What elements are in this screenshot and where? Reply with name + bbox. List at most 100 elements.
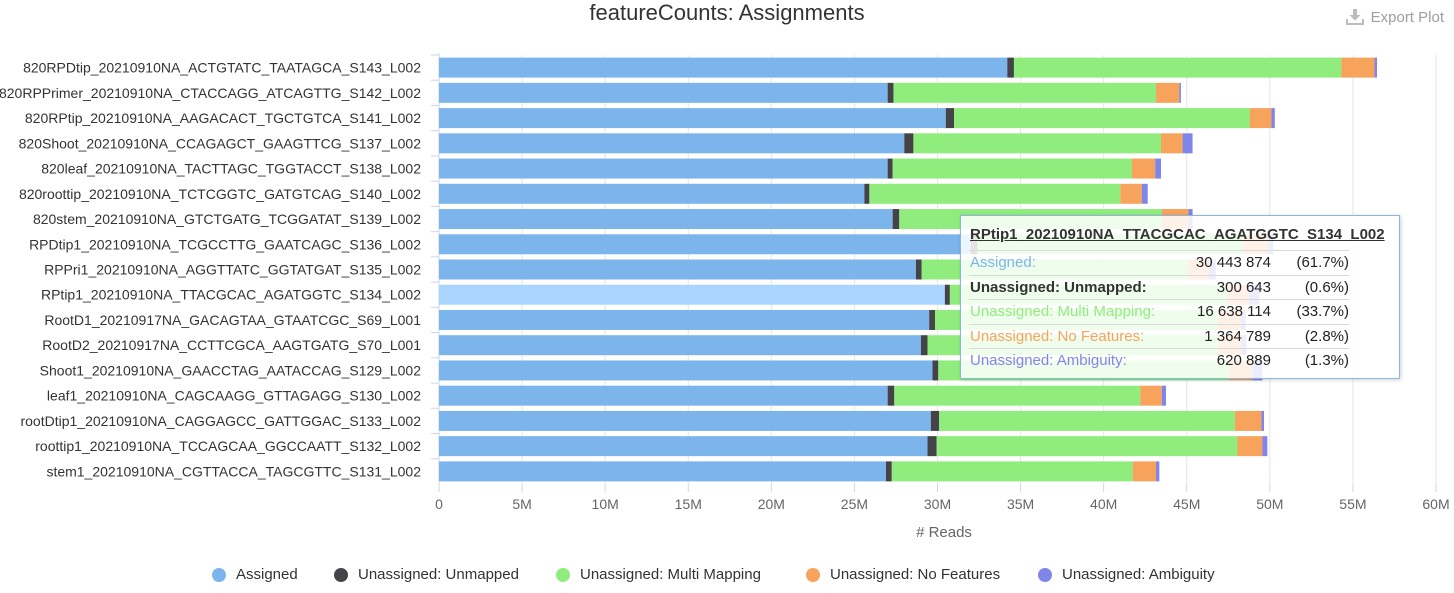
tooltip-series-name: Unassigned: No Features: xyxy=(970,327,1145,345)
bar-segment-assigned[interactable] xyxy=(439,234,971,255)
bar-segment-ambig[interactable] xyxy=(1271,108,1275,129)
bar-segment-multi[interactable] xyxy=(936,436,1238,457)
tooltip-row: Unassigned: Ambiguity: 620 889 (1.3%) xyxy=(969,348,1349,373)
bar-segment-assigned[interactable] xyxy=(439,133,905,154)
legend-item-ambig[interactable]: Unassigned: Ambiguity xyxy=(1038,566,1215,583)
bar-segment-ambig[interactable] xyxy=(1141,183,1148,204)
category-label: Shoot1_20210910NA_GAACCTAG_AATACCAG_S129… xyxy=(40,362,422,378)
bar-segment-assigned[interactable] xyxy=(439,309,930,330)
tooltip-row: Unassigned: Unmapped: 300 643 (0.6%) xyxy=(969,274,1349,300)
bar-segment-ambig[interactable] xyxy=(1179,82,1181,103)
bar-segment-nofeat[interactable] xyxy=(1237,436,1263,457)
category-label: 820RPDtip_20210910NA_ACTGTATC_TAATAGCA_S… xyxy=(23,60,421,76)
bar-segment-assigned[interactable] xyxy=(439,183,865,204)
bar-segment-nofeat[interactable] xyxy=(1341,57,1375,78)
x-tick-label: 45M xyxy=(1173,496,1200,512)
bar-segment-assigned[interactable] xyxy=(439,209,893,230)
x-axis-title: # Reads xyxy=(916,524,972,541)
bar-segment-ambig[interactable] xyxy=(1155,158,1161,179)
legend-item-unmapped[interactable]: Unassigned: Unmapped xyxy=(334,566,519,583)
bar-segment-multi[interactable] xyxy=(1013,57,1342,78)
x-tick-label: 60M xyxy=(1422,496,1449,512)
tooltip-series-name: Assigned: xyxy=(970,254,1036,271)
bar-segment-multi[interactable] xyxy=(869,183,1121,204)
bar-segment-multi[interactable] xyxy=(891,461,1133,482)
bar-segment-assigned[interactable] xyxy=(439,158,888,179)
tooltip-row: Unassigned: Multi Mapping: 16 638 114 (33.… xyxy=(969,299,1349,324)
bar-segment-nofeat[interactable] xyxy=(1132,461,1157,482)
bar-segment-unmapped[interactable] xyxy=(930,410,940,431)
legend-item-multi[interactable]: Unassigned: Multi Mapping xyxy=(556,566,761,583)
bar-segment-multi[interactable] xyxy=(913,133,1161,154)
bar-segment-nofeat[interactable] xyxy=(1131,158,1156,179)
bar-segment-nofeat[interactable] xyxy=(1160,133,1183,154)
bar-segment-assigned[interactable] xyxy=(439,335,921,356)
bar-segment-assigned[interactable] xyxy=(439,82,888,103)
legend-label: Unassigned: Unmapped xyxy=(358,566,519,583)
bar-row[interactable] xyxy=(439,385,1166,406)
bar-segment-assigned[interactable] xyxy=(439,461,886,482)
bar-segment-multi[interactable] xyxy=(939,410,1235,431)
bar-segment-nofeat[interactable] xyxy=(1140,385,1162,406)
bar-segment-nofeat[interactable] xyxy=(1249,108,1272,129)
bar-segment-multi[interactable] xyxy=(893,82,1157,103)
tooltip: RPtip1_20210910NA_TTACGCAC_AGATGGTC_S134… xyxy=(960,215,1400,379)
tooltip-value: 30 443 874 xyxy=(1195,254,1271,271)
bar-segment-unmapped[interactable] xyxy=(864,183,870,204)
bar-segment-assigned[interactable] xyxy=(439,259,916,280)
bar-segment-ambig[interactable] xyxy=(1261,410,1265,431)
bar-segment-assigned[interactable] xyxy=(439,385,888,406)
bar-segment-unmapped[interactable] xyxy=(904,133,914,154)
bar-segment-ambig[interactable] xyxy=(1182,133,1193,154)
bar-segment-multi[interactable] xyxy=(894,385,1141,406)
bar-row[interactable] xyxy=(439,108,1275,129)
bar-row[interactable] xyxy=(439,133,1193,154)
tooltip-series-name: Unassigned: Multi Mapping: xyxy=(970,303,1156,320)
category-label: 820Shoot_20210910NA_CCAGAGCT_GAAGTTCG_S1… xyxy=(19,135,422,151)
bar-segment-unmapped[interactable] xyxy=(944,284,950,305)
bar-segment-assigned[interactable] xyxy=(439,57,1008,78)
bar-segment-assigned[interactable] xyxy=(439,360,933,381)
bar-row[interactable] xyxy=(439,410,1265,431)
bar-segment-unmapped[interactable] xyxy=(885,461,892,482)
bar-segment-ambig[interactable] xyxy=(1161,385,1166,406)
bar-segment-nofeat[interactable] xyxy=(1156,82,1180,103)
tooltip-title: RPtip1_20210910NA_TTACGCAC_AGATGGTC_S134… xyxy=(970,226,1385,243)
legend-label: Assigned xyxy=(236,566,298,583)
bar-row[interactable] xyxy=(439,436,1268,457)
bar-segment-unmapped[interactable] xyxy=(927,436,937,457)
bar-segment-unmapped[interactable] xyxy=(887,82,894,103)
legend-marker xyxy=(556,567,570,582)
bar-segment-unmapped[interactable] xyxy=(887,158,893,179)
bar-segment-ambig[interactable] xyxy=(1262,436,1268,457)
export-plot-label[interactable]: Export Plot xyxy=(1370,8,1444,26)
bar-row[interactable] xyxy=(439,461,1160,482)
bar-segment-multi[interactable] xyxy=(892,158,1132,179)
bar-segment-assigned[interactable] xyxy=(439,436,928,457)
bar-segment-unmapped[interactable] xyxy=(1007,57,1014,78)
bar-segment-unmapped[interactable] xyxy=(945,108,955,129)
legend-item-assigned[interactable]: Assigned xyxy=(212,566,298,583)
bar-row[interactable] xyxy=(439,183,1148,204)
bar-row[interactable] xyxy=(439,57,1378,78)
bar-row[interactable] xyxy=(439,82,1181,103)
bar-segment-unmapped[interactable] xyxy=(920,335,928,356)
category-label: RPPri1_20210910NA_AGGTTATC_GGTATGAT_S135… xyxy=(44,262,421,278)
bar-segment-unmapped[interactable] xyxy=(892,209,900,230)
tooltip-percent: (2.8%) xyxy=(1304,327,1349,345)
bar-row[interactable] xyxy=(439,158,1161,179)
bar-segment-unmapped[interactable] xyxy=(932,360,939,381)
bar-segment-unmapped[interactable] xyxy=(915,259,922,280)
bar-segment-assigned[interactable] xyxy=(439,410,931,431)
bar-segment-assigned[interactable] xyxy=(439,284,945,305)
bar-segment-multi[interactable] xyxy=(954,108,1250,129)
bar-segment-ambig[interactable] xyxy=(1156,461,1160,482)
bar-segment-unmapped[interactable] xyxy=(887,385,895,406)
legend-item-nofeat[interactable]: Unassigned: No Features xyxy=(806,566,1000,583)
bar-segment-nofeat[interactable] xyxy=(1120,183,1142,204)
bar-segment-nofeat[interactable] xyxy=(1234,410,1262,431)
bar-segment-unmapped[interactable] xyxy=(929,309,936,330)
bar-segment-ambig[interactable] xyxy=(1374,57,1378,78)
bar-segment-assigned[interactable] xyxy=(439,108,946,129)
export-plot-button[interactable]: Export Plot xyxy=(1345,6,1444,28)
